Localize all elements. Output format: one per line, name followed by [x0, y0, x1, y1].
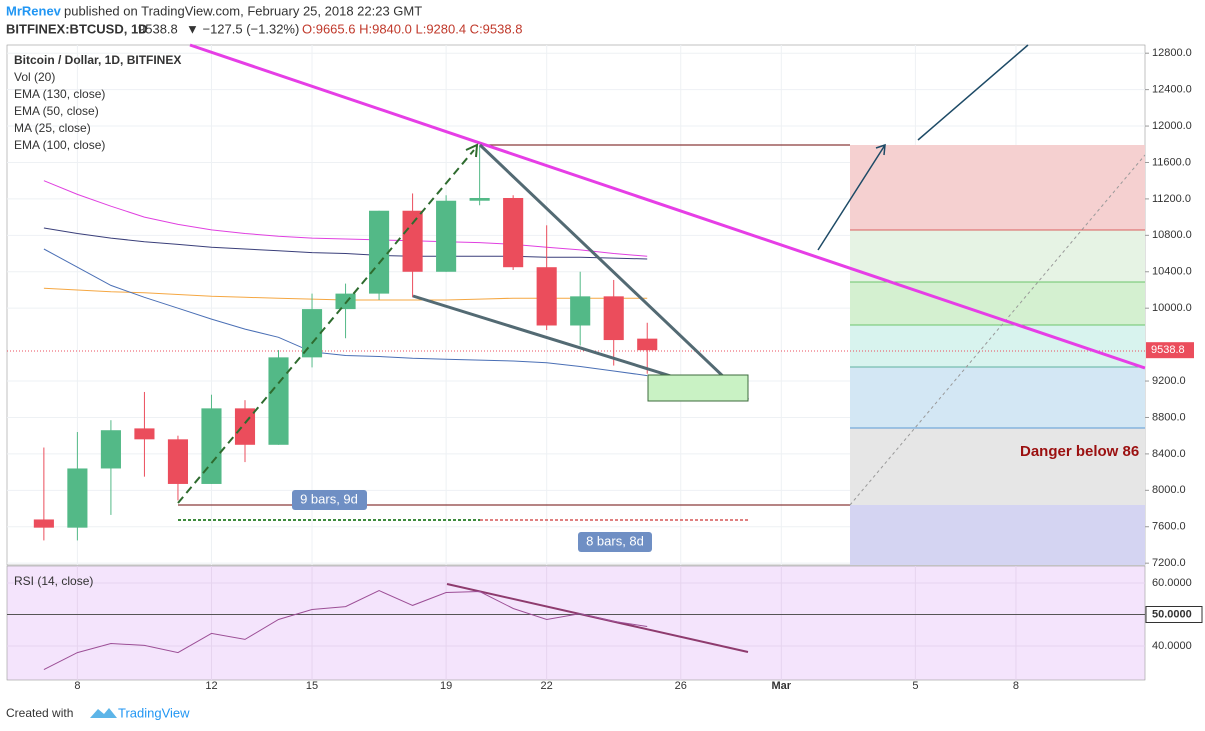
label-box	[292, 490, 367, 510]
x-tick-label: Mar	[772, 680, 792, 692]
label-box	[578, 532, 652, 552]
last-price-label: 9538.8	[1151, 344, 1185, 356]
x-tick-label: 12	[205, 680, 217, 692]
target-box	[647, 374, 749, 402]
rsi-pane	[6, 565, 1146, 681]
candle-body	[33, 519, 54, 528]
x-tick-label: 19	[440, 680, 452, 692]
y-tick-label: 40.0000	[1152, 640, 1192, 652]
candle-body	[201, 408, 222, 484]
x-tick-label: 8	[74, 680, 80, 692]
x-tick-label: 15	[306, 680, 318, 692]
rsi-title: RSI (14, close)	[14, 574, 93, 588]
impulse-arrow	[177, 149, 475, 504]
symbol: BITFINEX:BTCUSD, 1D	[6, 21, 148, 36]
y-tick-label: 10400.0	[1152, 266, 1192, 278]
y-tick-label: 60.0000	[1152, 577, 1192, 589]
danger-note: Danger below 86	[1020, 443, 1139, 460]
arrow-head	[875, 143, 886, 156]
candle-body	[67, 468, 88, 528]
y-tick-label: 12400.0	[1152, 84, 1192, 96]
candles	[33, 145, 658, 541]
candle-body	[268, 357, 289, 445]
logo	[90, 708, 117, 718]
candle-body	[134, 428, 155, 440]
brand[interactable]: TradingView	[118, 705, 190, 720]
last-price-tag	[1146, 342, 1194, 359]
legend-item: Vol (20)	[14, 70, 55, 84]
candle-body	[402, 210, 423, 272]
ohlc: O:9665.6 H:9840.0 L:9280.4 C:9538.8	[302, 21, 522, 36]
bar-count: 9 bars, 9d	[300, 491, 358, 506]
position-tool	[178, 144, 1146, 565]
change: ▼ −127.5 (−1.32%)	[186, 21, 299, 36]
x-tick-label: 5	[912, 680, 918, 692]
candle-body	[603, 296, 624, 341]
y-tick-label: 8000.0	[1152, 484, 1186, 496]
candle-body	[536, 267, 557, 326]
author[interactable]: MrRenev	[6, 3, 62, 18]
header: MrRenev published on TradingView.com, Fe…	[6, 3, 522, 36]
last-price: 9538.8	[138, 21, 178, 36]
legend-title: Bitcoin / Dollar, 1D, BITFINEX	[14, 53, 181, 67]
candle-body	[100, 430, 121, 469]
y-tick-label: 7600.0	[1152, 521, 1186, 533]
y-tick-label: 10800.0	[1152, 229, 1192, 241]
legend-item: EMA (100, close)	[14, 138, 105, 152]
zone	[850, 145, 1145, 230]
candle-body	[335, 293, 356, 310]
y-tick-label: 7200.0	[1152, 557, 1186, 569]
y-tick-label: 50.0000	[1152, 608, 1192, 620]
y-tick-label: 12000.0	[1152, 120, 1192, 132]
candle-body	[436, 200, 457, 272]
legend-item: EMA (50, close)	[14, 104, 99, 118]
candle-body	[369, 210, 390, 294]
zone	[850, 325, 1145, 367]
candle-body	[167, 439, 189, 484]
candle-body	[637, 338, 658, 351]
y-tick-label: 10000.0	[1152, 302, 1192, 314]
legend-item: MA (25, close)	[14, 121, 91, 135]
y-tick-label: 12800.0	[1152, 47, 1192, 59]
bar-count: 8 bars, 8d	[586, 533, 644, 548]
diagonal	[849, 154, 1146, 506]
arrow-head	[465, 143, 479, 158]
zone	[850, 505, 1145, 565]
y-tick-label: 11600.0	[1152, 156, 1191, 168]
y-tick-label: 8400.0	[1152, 448, 1186, 460]
created-with: Created with	[6, 706, 73, 720]
projection-arrow	[817, 144, 886, 251]
wedge-line	[478, 143, 750, 402]
rsi-line	[43, 590, 648, 671]
projection-line	[917, 44, 1029, 141]
x-tick-label: 26	[675, 680, 687, 692]
candle-body	[234, 408, 256, 445]
zone	[850, 428, 1145, 505]
candle-body	[570, 296, 591, 326]
indicator-line	[43, 248, 648, 377]
x-tick-label: 22	[541, 680, 553, 692]
drawings: 9 bars, 9d 8 bars, 8d Danger below 86	[177, 43, 1146, 653]
candle-body	[503, 197, 524, 268]
y-tick-label: 9200.0	[1152, 375, 1186, 387]
legend-item: EMA (130, close)	[14, 87, 105, 101]
x-tick-label: 8	[1013, 680, 1019, 692]
legend: Bitcoin / Dollar, 1D, BITFINEX Vol (20) …	[14, 53, 181, 588]
zone	[850, 230, 1145, 282]
y-tick-label: 11200.0	[1152, 193, 1191, 205]
footer: Created with TradingView	[6, 705, 190, 720]
trendline	[189, 43, 1146, 370]
tick-box	[1145, 605, 1203, 623]
zone	[850, 367, 1145, 428]
candle-body	[301, 309, 323, 358]
y-tick-label: 8800.0	[1152, 411, 1186, 423]
candle-body	[469, 197, 490, 201]
published: published on TradingView.com, February 2…	[64, 3, 422, 18]
